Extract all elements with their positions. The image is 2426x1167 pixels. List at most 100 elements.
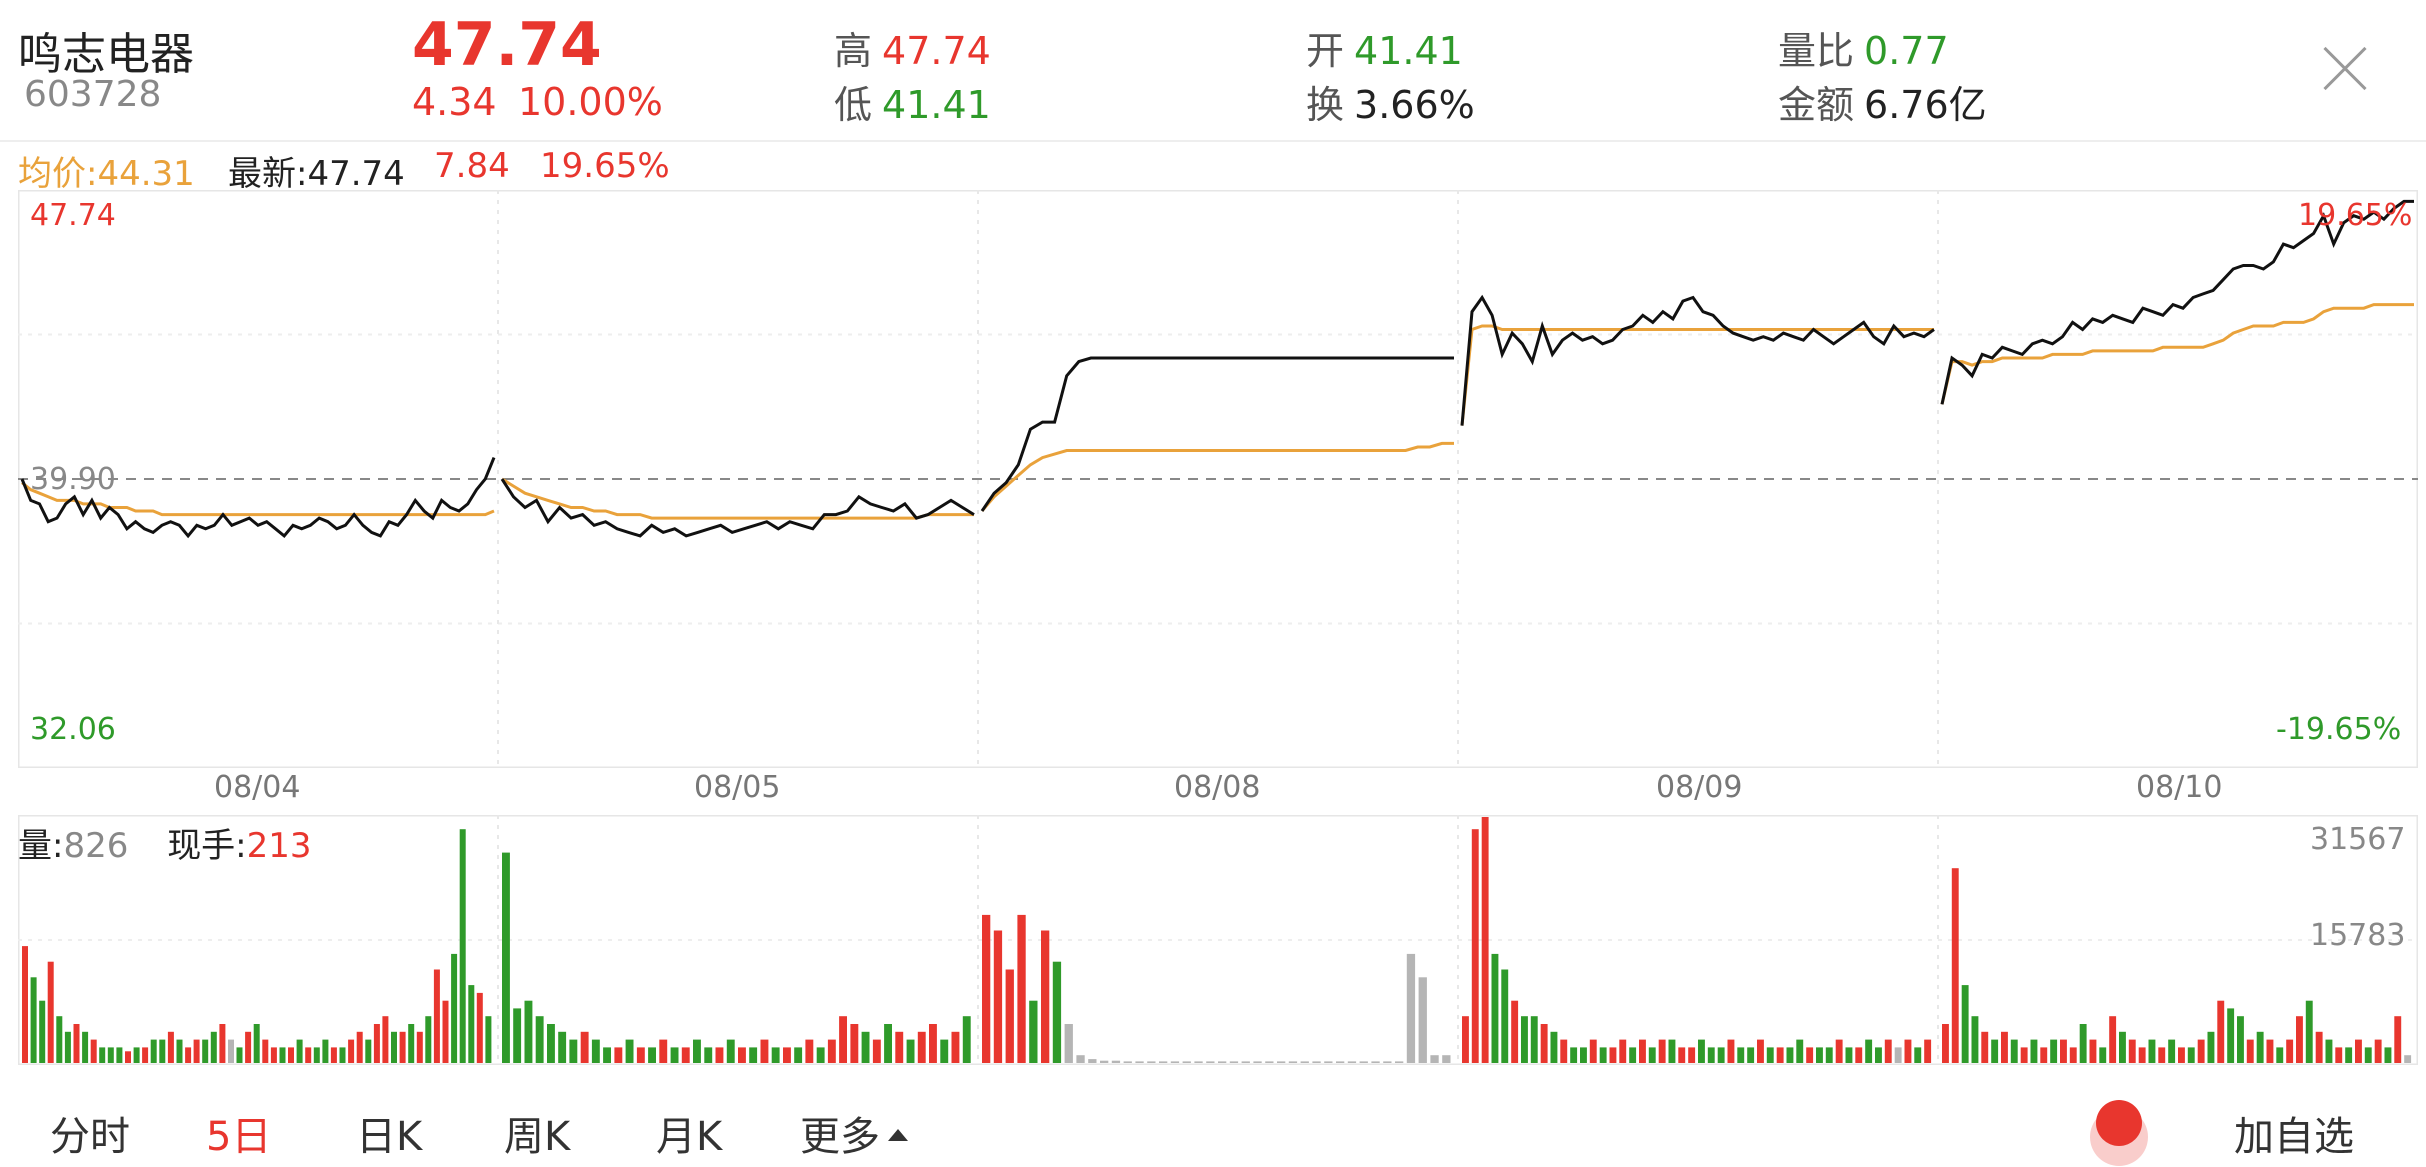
volume-bar: [459, 829, 466, 1063]
volume-bar: [1737, 1047, 1745, 1063]
volume-bar: [1194, 1061, 1203, 1063]
volume-bar: [2296, 1016, 2303, 1063]
volume-bar: [827, 1039, 836, 1063]
volume-bar: [1159, 1061, 1168, 1063]
volume-bar: [391, 1031, 397, 1063]
volume-bar: [1971, 1016, 1979, 1063]
volume-bar: [2128, 1039, 2136, 1063]
volume-bar: [1786, 1047, 1794, 1063]
volume-bar: [1688, 1047, 1696, 1063]
volume-bar: [1599, 1047, 1607, 1063]
volume-bar: [133, 1047, 140, 1063]
volume-label: 量:: [18, 826, 64, 866]
volume-bar: [476, 992, 483, 1063]
volume-bar: [1806, 1047, 1814, 1063]
tab-monthly-k[interactable]: 月K: [656, 1114, 723, 1160]
volume-bar: [760, 1039, 769, 1063]
volume-bar: [2384, 1047, 2392, 1063]
volume-bar: [1265, 1061, 1274, 1063]
volume-bar: [1206, 1061, 1215, 1063]
stat-volume-ratio-value: 0.77: [1864, 29, 1949, 73]
volume-bar: [614, 1047, 623, 1063]
volume-bar: [1406, 953, 1416, 1063]
volume-bar: [1951, 868, 1959, 1063]
volume-bar: [1088, 1059, 1097, 1063]
tab-more[interactable]: 更多: [800, 1104, 908, 1162]
volume-bar: [861, 1031, 870, 1063]
volume-bar: [2060, 1039, 2067, 1063]
volume-bar: [2099, 1047, 2107, 1063]
volume-bar: [1668, 1039, 1676, 1063]
volume-bar: [1570, 1047, 1578, 1063]
date-label: 08/05: [694, 770, 781, 805]
volume-bar: [399, 1031, 406, 1063]
date-label: 08/04: [214, 770, 301, 805]
volume-bar: [1825, 1047, 1833, 1063]
volume-bar: [648, 1047, 656, 1063]
volume-bar: [305, 1047, 312, 1063]
volume-bar: [2109, 1016, 2117, 1063]
tab-5day[interactable]: 5日: [206, 1114, 272, 1160]
volume-bar: [535, 1016, 544, 1063]
volume-bar: [884, 1024, 892, 1063]
last-price: 47.74: [412, 10, 602, 80]
stat-high-value: 47.74: [882, 29, 991, 73]
volume-bar: [408, 1024, 415, 1063]
stat-turnover-value: 3.66%: [1354, 83, 1475, 127]
stat-high: 高 47.74: [834, 20, 991, 75]
close-icon[interactable]: [2322, 46, 2368, 92]
volume-bar: [176, 1039, 183, 1063]
volume-bar: [805, 1039, 814, 1063]
add-to-watchlist-button[interactable]: 加自选: [2234, 1114, 2354, 1160]
volume-value: 826: [63, 826, 129, 866]
tab-intraday[interactable]: 分时: [50, 1114, 130, 1160]
volume-bar: [107, 1047, 114, 1063]
volume-bar: [1491, 953, 1499, 1063]
volume-bar: [1017, 914, 1026, 1063]
volume-bar: [2364, 1047, 2372, 1063]
stat-amount-value: 6.76亿: [1864, 83, 1987, 127]
volume-bar: [1757, 1039, 1764, 1063]
volume-bar: [1540, 1024, 1548, 1063]
volume-bar: [210, 1031, 217, 1063]
volume-bar: [1182, 1061, 1191, 1063]
volume-bar: [1471, 829, 1479, 1063]
volume-bar: [373, 1024, 380, 1063]
volume-bar: [1629, 1047, 1637, 1063]
avg-price-line: [501, 477, 974, 520]
stock-code: 603728: [24, 74, 162, 115]
volume-bar: [547, 1024, 555, 1063]
volume-bar: [313, 1047, 320, 1063]
volume-bar: [982, 914, 991, 1063]
avg-price-line: [1940, 303, 2414, 405]
tab-daily-k[interactable]: 日K: [356, 1114, 423, 1160]
date-label: 08/09: [1656, 770, 1743, 805]
volume-bar: [2040, 1047, 2048, 1063]
volume-bar: [524, 1000, 533, 1063]
volume-bar: [1816, 1047, 1823, 1063]
volume-bar: [1324, 1061, 1333, 1063]
volume-chart[interactable]: [18, 815, 2418, 1065]
volume-bar: [2227, 1008, 2235, 1063]
volume-bar: [2276, 1047, 2284, 1063]
volume-bar: [1501, 969, 1509, 1063]
volume-bar: [30, 977, 37, 1063]
stat-volume-ratio-label: 量比: [1778, 29, 1855, 73]
header-divider: [0, 140, 2426, 142]
date-label: 08/08: [1174, 770, 1261, 805]
tab-weekly-k[interactable]: 周K: [504, 1114, 571, 1160]
volume-bar: [262, 1039, 269, 1063]
favorite-toggle[interactable]: [2076, 1082, 2156, 1167]
volume-bar: [442, 1000, 449, 1063]
volume-bar: [1229, 1061, 1239, 1063]
volume-bar: [1914, 1047, 1922, 1063]
volume-bar: [2404, 1055, 2412, 1063]
volume-bar: [288, 1047, 294, 1063]
price-chart[interactable]: [18, 190, 2418, 768]
volume-bar: [2266, 1039, 2274, 1063]
volume-bar: [253, 1024, 260, 1063]
volume-bar: [1511, 1000, 1519, 1063]
volume-bar: [1658, 1039, 1666, 1063]
volume-bar: [99, 1047, 106, 1063]
volume-bar: [1312, 1061, 1321, 1063]
